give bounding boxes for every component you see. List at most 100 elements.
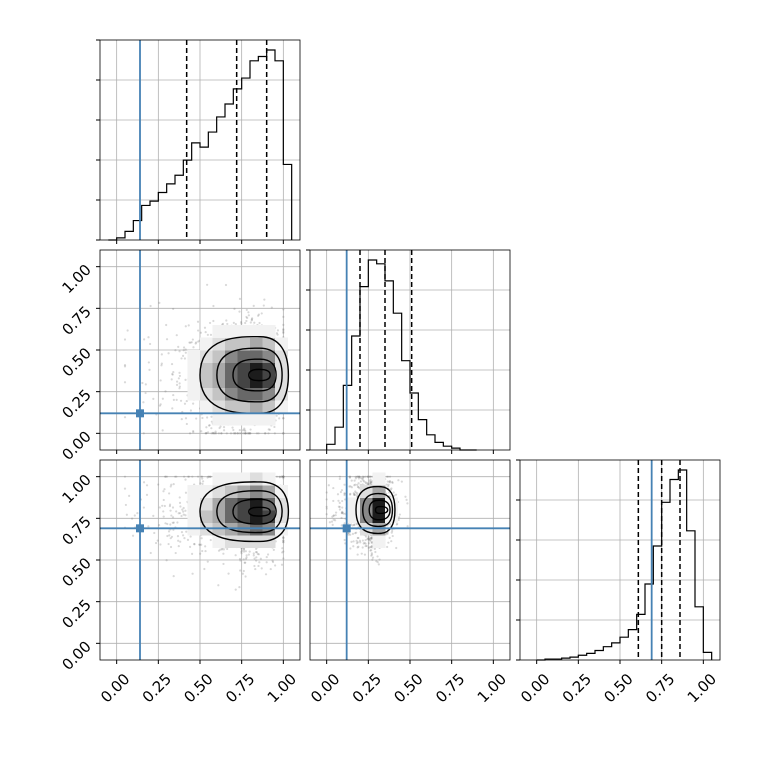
density-block — [225, 412, 238, 426]
hist-outline-2 — [536, 469, 713, 661]
scatter-point — [392, 491, 395, 494]
scatter-point — [226, 547, 229, 551]
scatter-point — [196, 475, 200, 478]
scatter-point — [241, 572, 244, 575]
contour-1 — [216, 347, 283, 403]
scatter-point — [356, 485, 360, 489]
scatter-point — [348, 476, 352, 479]
scatter-point — [200, 475, 203, 478]
scatter-point — [244, 429, 247, 433]
scatter-point — [355, 491, 358, 494]
scatter-point — [243, 427, 246, 430]
scatter-point — [182, 346, 186, 349]
scatter-point — [282, 475, 285, 478]
scatter-point — [349, 485, 352, 488]
scatter-point — [217, 549, 221, 552]
scatter-point — [143, 338, 146, 341]
scatter-point — [172, 575, 175, 578]
scatter-point — [232, 428, 235, 432]
scatter-point — [282, 475, 285, 478]
scatter-point — [252, 552, 255, 555]
scatter-point — [353, 524, 356, 527]
scatter-point — [215, 432, 218, 435]
scatter-point — [184, 514, 187, 517]
scatter-point — [180, 418, 183, 421]
scatter-point — [363, 541, 366, 544]
scatter-point — [238, 297, 242, 300]
scatter-point — [354, 490, 357, 493]
scatter-point — [357, 477, 360, 480]
scatter-point — [269, 567, 272, 571]
scatter-point — [201, 416, 204, 420]
scatter-point — [123, 363, 127, 367]
scatter-point — [242, 569, 245, 573]
scatter-point — [191, 572, 194, 575]
scatter-point — [253, 564, 256, 568]
scatter-point — [388, 479, 392, 483]
scatter-point — [370, 545, 373, 548]
x-tick-label-2-2: 0.50 — [600, 670, 636, 706]
scatter-point — [144, 391, 147, 395]
x-tick-label-2-1: 0.25 — [559, 670, 595, 706]
scatter-point — [147, 336, 150, 339]
density-block — [237, 362, 251, 376]
scatter-point — [258, 321, 261, 325]
scatter-point — [241, 429, 245, 432]
contour-1 — [216, 490, 283, 534]
scatter-point — [187, 475, 191, 478]
scatter-point — [367, 538, 371, 541]
scatter-point — [275, 414, 278, 417]
scatter-point — [391, 529, 394, 533]
scatter-point — [339, 490, 343, 494]
scatter-point — [370, 549, 373, 552]
scatter-point — [267, 428, 270, 431]
scatter-point — [176, 535, 180, 538]
scatter-point — [222, 429, 226, 432]
scatter-point — [220, 432, 223, 435]
scatter-point — [178, 371, 181, 374]
scatter-point — [165, 559, 168, 562]
scatter-point — [387, 483, 390, 486]
scatter-point — [240, 550, 243, 553]
density-blocks — [187, 325, 288, 426]
scatter-point — [222, 426, 226, 429]
scatter-point — [282, 475, 285, 478]
scatter-point — [370, 536, 373, 539]
y-tick-label-2-1: 0.25 — [58, 596, 94, 632]
scatter-point — [182, 506, 185, 510]
scatter-point — [376, 555, 379, 558]
scatter-point — [254, 567, 257, 571]
density-block — [237, 400, 251, 413]
scatter-point — [247, 314, 250, 317]
scatter-point — [348, 475, 351, 478]
scatter-point — [282, 330, 285, 333]
scatter-point — [193, 542, 196, 546]
x-tick-label-1-3: 0.75 — [432, 670, 468, 706]
scatter-point — [273, 432, 276, 435]
scatter-point — [233, 307, 236, 310]
density-block — [200, 485, 213, 498]
scatter-point — [141, 381, 144, 385]
scatter-point — [206, 560, 209, 563]
scatter-point — [355, 531, 358, 534]
scatter-point — [236, 432, 239, 435]
density-block — [212, 375, 226, 388]
density-block — [200, 510, 213, 523]
scatter-point — [177, 512, 180, 515]
density-block — [187, 362, 201, 376]
scatter-point — [244, 575, 247, 578]
scatter-point — [226, 322, 229, 326]
scatter-point — [234, 432, 237, 435]
scatter-point — [282, 475, 285, 478]
scatter-point — [184, 325, 187, 328]
scatter-point — [245, 315, 248, 319]
scatter-point — [398, 513, 401, 516]
scatter-point — [171, 372, 174, 376]
density-block — [237, 497, 251, 511]
scatter-point — [257, 432, 260, 435]
scatter-point — [364, 542, 367, 545]
scatter-point — [267, 432, 270, 435]
scatter-point — [188, 432, 192, 435]
scatter-point — [282, 308, 285, 311]
